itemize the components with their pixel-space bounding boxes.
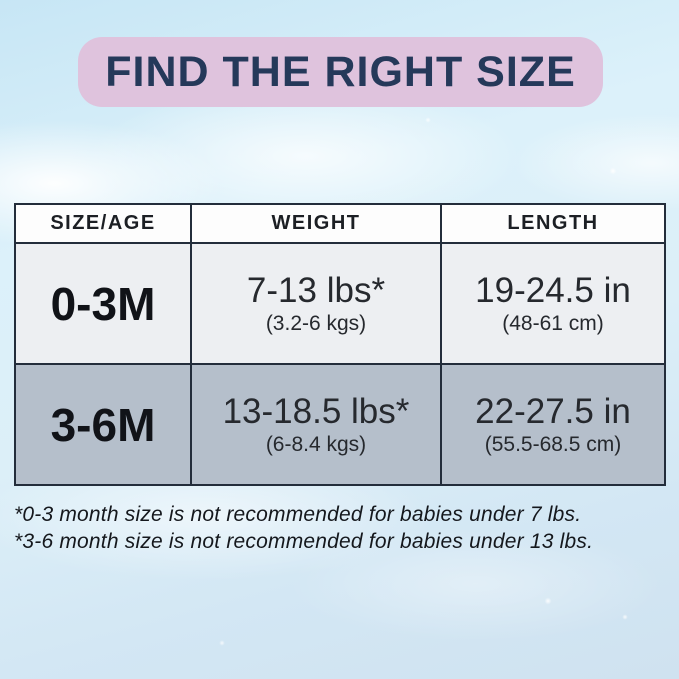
weight-cell: 7-13 lbs* (3.2-6 kgs): [190, 242, 442, 365]
weight-lbs: 13-18.5 lbs*: [222, 391, 410, 431]
length-in: 22-27.5 in: [475, 391, 631, 431]
weight-kgs: (6-8.4 kgs): [265, 433, 367, 457]
length-cell: 22-27.5 in (55.5-68.5 cm): [440, 363, 666, 486]
length-in: 19-24.5 in: [475, 270, 631, 310]
size-cell: 3-6M: [14, 363, 192, 486]
column-header-weight: WEIGHT: [190, 203, 442, 244]
title-banner: FIND THE RIGHT SIZE: [78, 37, 603, 107]
footnote-0-3m: *0-3 month size is not recommended for b…: [14, 503, 582, 526]
size-value: 0-3M: [50, 277, 156, 330]
column-header-size-age: SIZE/AGE: [14, 203, 192, 244]
weight-lbs: 7-13 lbs*: [246, 270, 386, 310]
table-row-0-3m: 0-3M 7-13 lbs* (3.2-6 kgs) 19-24.5 in (4…: [14, 242, 666, 365]
footnote-3-6m: *3-6 month size is not recommended for b…: [14, 530, 594, 553]
page-title: FIND THE RIGHT SIZE: [105, 47, 576, 96]
footnotes: *0-3 month size is not recommended for b…: [14, 501, 634, 555]
length-cm: (48-61 cm): [502, 312, 604, 336]
size-chart-table: SIZE/AGE WEIGHT LENGTH 0-3M 7-13 lbs* (3…: [14, 203, 666, 486]
column-header-length: LENGTH: [440, 203, 666, 244]
size-value: 3-6M: [50, 398, 156, 451]
weight-cell: 13-18.5 lbs* (6-8.4 kgs): [190, 363, 442, 486]
size-cell: 0-3M: [14, 242, 192, 365]
table-row-3-6m: 3-6M 13-18.5 lbs* (6-8.4 kgs) 22-27.5 in…: [14, 363, 666, 486]
length-cm: (55.5-68.5 cm): [484, 433, 622, 457]
table-header-row: SIZE/AGE WEIGHT LENGTH: [14, 203, 666, 244]
length-cell: 19-24.5 in (48-61 cm): [440, 242, 666, 365]
weight-kgs: (3.2-6 kgs): [265, 312, 367, 336]
